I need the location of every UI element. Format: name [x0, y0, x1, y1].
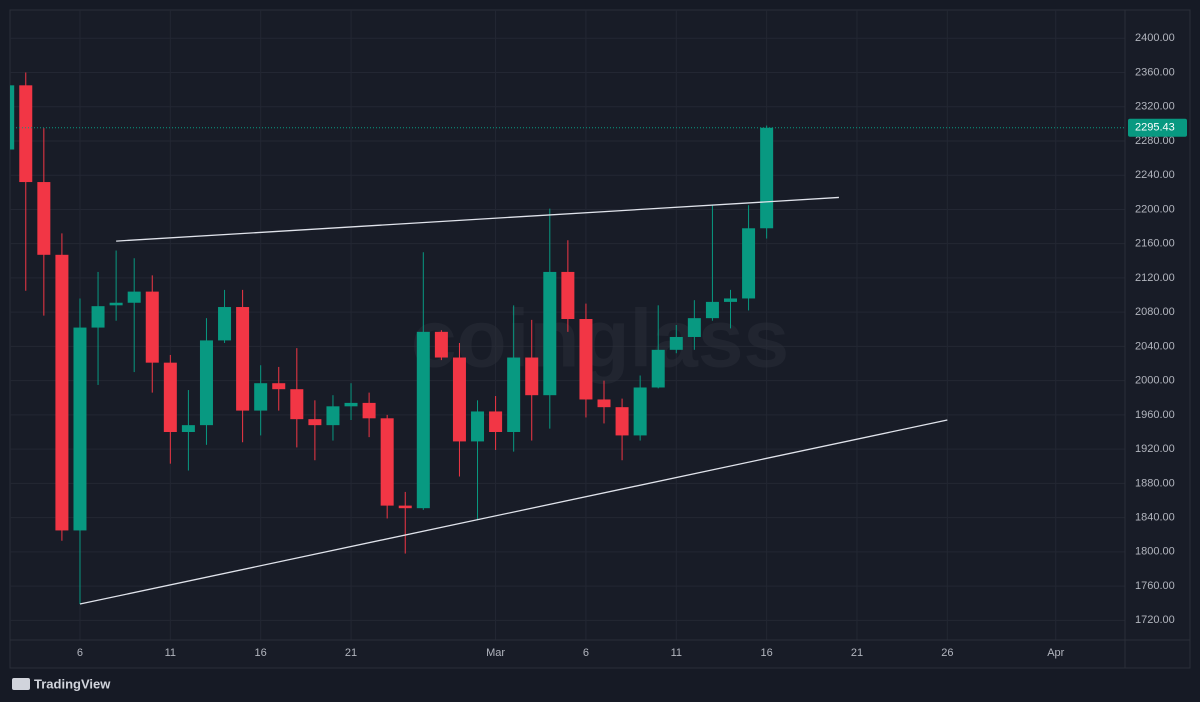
y-tick-label: 2200.00	[1135, 203, 1175, 215]
y-tick-label: 2240.00	[1135, 169, 1175, 181]
last-price-box	[1128, 118, 1187, 137]
candle-body	[109, 302, 123, 306]
y-tick-label: 2080.00	[1135, 306, 1175, 318]
y-tick-label: 2320.00	[1135, 101, 1175, 113]
candle-body	[19, 85, 33, 183]
candle-body	[615, 407, 629, 436]
candle-body	[742, 228, 756, 299]
candle-body	[10, 85, 15, 150]
candle-body	[326, 406, 340, 426]
x-tick-label: Apr	[1047, 647, 1064, 659]
candle-body	[55, 254, 69, 531]
y-tick-label: 1960.00	[1135, 409, 1175, 421]
candle-body	[471, 411, 485, 442]
candle-body	[525, 357, 539, 396]
watermark: coinglass	[411, 294, 789, 385]
candle-body	[543, 271, 557, 396]
x-tick-label: 21	[345, 647, 357, 659]
x-tick-label: Mar	[486, 647, 505, 659]
candle-body	[127, 291, 141, 303]
y-tick-label: 1880.00	[1135, 477, 1175, 489]
candle-body	[669, 336, 683, 350]
y-tick-label: 2000.00	[1135, 375, 1175, 387]
candle-body	[236, 307, 250, 411]
y-tick-label: 2120.00	[1135, 272, 1175, 284]
candle-body	[434, 331, 448, 358]
candle-body	[507, 357, 521, 432]
x-tick-label: 16	[255, 647, 267, 659]
candle-body	[597, 399, 611, 408]
candle-body	[254, 383, 268, 411]
candle-body	[163, 362, 177, 432]
candle-body	[73, 327, 87, 531]
candle-body	[651, 349, 665, 388]
candle-body	[37, 182, 51, 255]
x-tick-label: 11	[671, 647, 682, 659]
y-tick-label: 2400.00	[1135, 32, 1175, 44]
candle-body	[452, 357, 466, 442]
x-tick-label: 11	[165, 647, 176, 659]
y-tick-label: 2280.00	[1135, 135, 1175, 147]
trendline	[116, 196, 839, 242]
x-tick-label: 26	[941, 647, 953, 659]
candle-body	[687, 318, 701, 337]
candle-body	[633, 387, 647, 436]
candle-body	[724, 298, 737, 302]
x-tick-label: 6	[583, 647, 589, 659]
y-tick-label: 2360.00	[1135, 66, 1175, 78]
candle-body	[199, 340, 213, 426]
candle-body	[272, 383, 286, 390]
candle-body	[344, 402, 358, 407]
logo-icon	[12, 678, 30, 690]
candle-body	[398, 505, 412, 509]
x-tick-label: 21	[851, 647, 863, 659]
candle-body	[290, 389, 304, 420]
candle-body	[181, 425, 195, 432]
y-tick-label: 1840.00	[1135, 512, 1175, 524]
y-tick-label: 1800.00	[1135, 546, 1175, 558]
candle-body	[579, 319, 593, 400]
x-tick-label: 16	[761, 647, 773, 659]
x-tick-label: 6	[77, 647, 83, 659]
y-tick-label: 1920.00	[1135, 443, 1175, 455]
y-tick-label: 1760.00	[1135, 580, 1175, 592]
candle-body	[380, 418, 394, 506]
y-tick-label: 2040.00	[1135, 340, 1175, 352]
candle-body	[218, 307, 232, 341]
candle-body	[362, 402, 376, 419]
y-tick-label: 1720.00	[1135, 614, 1175, 626]
candle-body	[489, 411, 503, 432]
candle-body	[561, 271, 575, 320]
candle-body	[308, 419, 322, 426]
attribution[interactable]: TradingView	[34, 676, 111, 691]
last-price-label: 2295.43	[1135, 122, 1175, 134]
candle-body	[416, 331, 430, 509]
candle-body	[145, 291, 159, 363]
trendline	[79, 419, 948, 605]
candle-body	[705, 301, 719, 319]
candle-body	[91, 306, 105, 328]
y-tick-label: 2160.00	[1135, 238, 1175, 250]
candle-body	[760, 127, 774, 229]
